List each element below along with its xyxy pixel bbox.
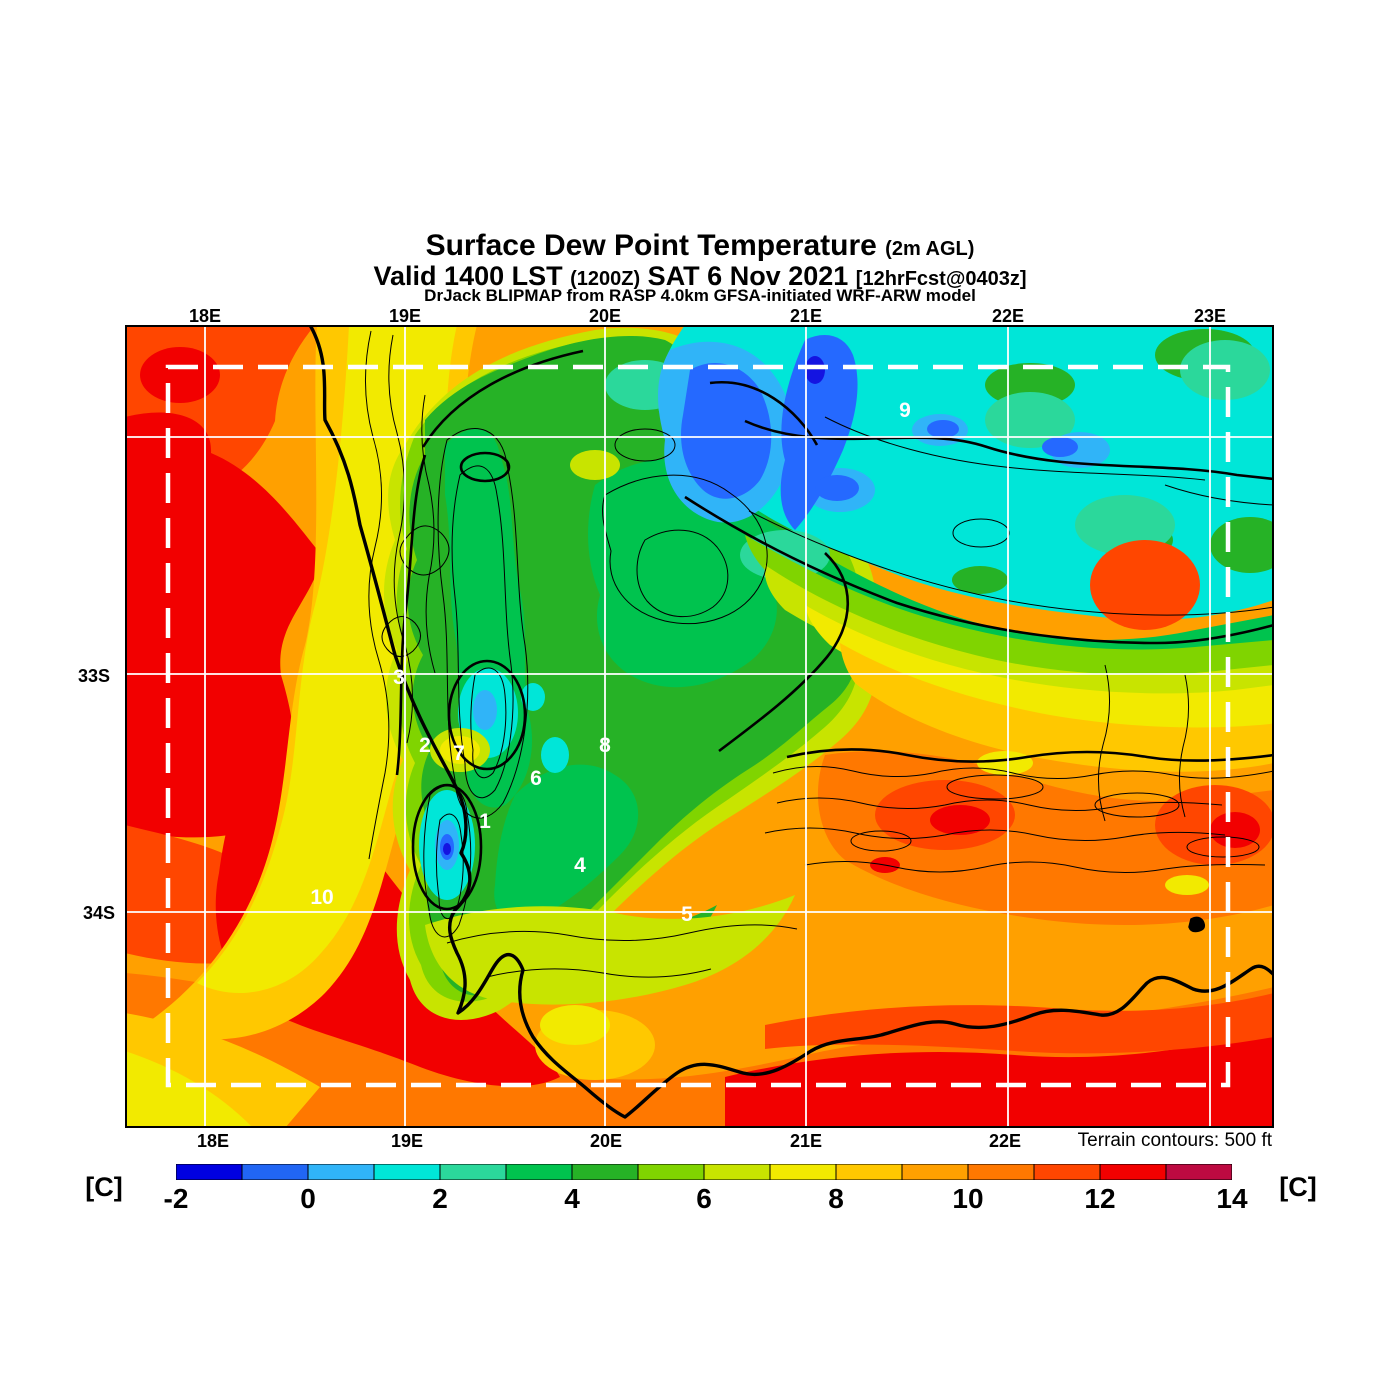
colorbar-segment xyxy=(241,1164,309,1180)
valid-time: Valid 1400 LST xyxy=(373,261,563,291)
site-marker-1: 1 xyxy=(479,810,491,833)
colorbar-segment xyxy=(373,1164,441,1180)
lon-label-bottom-22e: 22E xyxy=(988,1131,1022,1151)
colorbar-tick--2: -2 xyxy=(163,1183,189,1214)
terrain-contours-note: Terrain contours: 500 ft xyxy=(1077,1130,1272,1151)
colorbar-segment xyxy=(307,1164,375,1180)
colorbar-tick-4: 4 xyxy=(564,1183,580,1214)
lon-label-top-19e: 19E xyxy=(388,306,422,326)
page-title: Surface Dew Point Temperature (2m AGL) xyxy=(426,229,975,263)
forecast-info: [12hrFcst@0403z] xyxy=(855,268,1027,290)
title-text: Surface Dew Point Temperature xyxy=(425,229,877,262)
colorbar-segment xyxy=(1033,1164,1101,1180)
colorbar-segment xyxy=(835,1164,903,1180)
site-marker-7: 7 xyxy=(453,742,465,765)
domain-boundary-dashed xyxy=(165,364,1231,1088)
colorbar-segment xyxy=(637,1164,705,1180)
lon-label-bottom-18e: 18E xyxy=(196,1131,230,1151)
grid-lines xyxy=(125,325,1274,1128)
colorbar-tick-14: 14 xyxy=(1216,1183,1248,1214)
lon-label-top-20e: 20E xyxy=(588,306,622,326)
model-info-line: DrJack BLIPMAP from RASP 4.0km GFSA-init… xyxy=(424,286,976,305)
colorbar-tick-0: 0 xyxy=(300,1183,316,1214)
colorbar-tick-6: 6 xyxy=(696,1183,712,1214)
site-marker-9: 9 xyxy=(899,399,911,422)
lon-label-bottom-19e: 19E xyxy=(390,1131,424,1151)
lon-label-top-18e: 18E xyxy=(188,306,222,326)
colorbar-segment xyxy=(176,1164,243,1180)
colorbar-segment xyxy=(505,1164,573,1180)
site-marker-5: 5 xyxy=(681,903,693,926)
colorbar xyxy=(176,1164,1232,1180)
dewpoint-map-svg: 1 2 3 4 5 6 7 8 9 10 xyxy=(125,325,1274,1128)
valid-date: SAT 6 Nov 2021 xyxy=(647,261,849,291)
colorbar-segment xyxy=(1099,1164,1167,1180)
colorbar-segment xyxy=(901,1164,969,1180)
site-marker-6: 6 xyxy=(530,767,542,790)
lon-label-top-23e: 23E xyxy=(1193,306,1227,326)
colorbar-segment xyxy=(703,1164,771,1180)
lat-label-left-34s: 34S xyxy=(82,903,116,923)
map-border xyxy=(125,325,1274,1128)
valid-zulu: (1200Z) xyxy=(570,268,641,290)
colorbar-svg xyxy=(176,1164,1232,1180)
site-markers: 1 2 3 4 5 6 7 8 9 10 xyxy=(310,399,911,926)
colorbar-tick-12: 12 xyxy=(1084,1183,1116,1214)
colorbar-segment xyxy=(967,1164,1035,1180)
valid-time-line: Valid 1400 LST (1200Z) SAT 6 Nov 2021 [1… xyxy=(374,261,1027,292)
site-marker-3: 3 xyxy=(393,666,405,689)
colorbar-tick-2: 2 xyxy=(432,1183,448,1214)
colorbar-segment xyxy=(1165,1164,1232,1180)
forecast-map: 1 2 3 4 5 6 7 8 9 10 xyxy=(125,325,1274,1128)
site-marker-10: 10 xyxy=(310,886,333,909)
lon-label-bottom-21e: 21E xyxy=(789,1131,823,1151)
colorbar-tick-10: 10 xyxy=(952,1183,984,1214)
title-unit: (2m AGL) xyxy=(885,238,975,260)
lon-label-bottom-20e: 20E xyxy=(589,1131,623,1151)
dewpoint-fill-field xyxy=(125,325,1274,1128)
terrain-contours-thick xyxy=(395,349,1274,911)
site-marker-4: 4 xyxy=(574,854,586,877)
colorbar-segments xyxy=(176,1164,1232,1180)
colorbar-tick-8: 8 xyxy=(828,1183,844,1214)
site-marker-2: 2 xyxy=(419,734,431,757)
colorbar-segment xyxy=(769,1164,837,1180)
lat-label-left-33s: 33S xyxy=(77,666,111,686)
lon-label-top-21e: 21E xyxy=(789,306,823,326)
colorbar-unit-right: [C] xyxy=(1279,1172,1317,1202)
colorbar-segment xyxy=(571,1164,639,1180)
coastline xyxy=(308,325,1274,1119)
colorbar-segment xyxy=(439,1164,507,1180)
colorbar-unit-left: [C] xyxy=(85,1172,123,1202)
site-marker-8: 8 xyxy=(599,734,611,757)
lon-label-top-22e: 22E xyxy=(991,306,1025,326)
